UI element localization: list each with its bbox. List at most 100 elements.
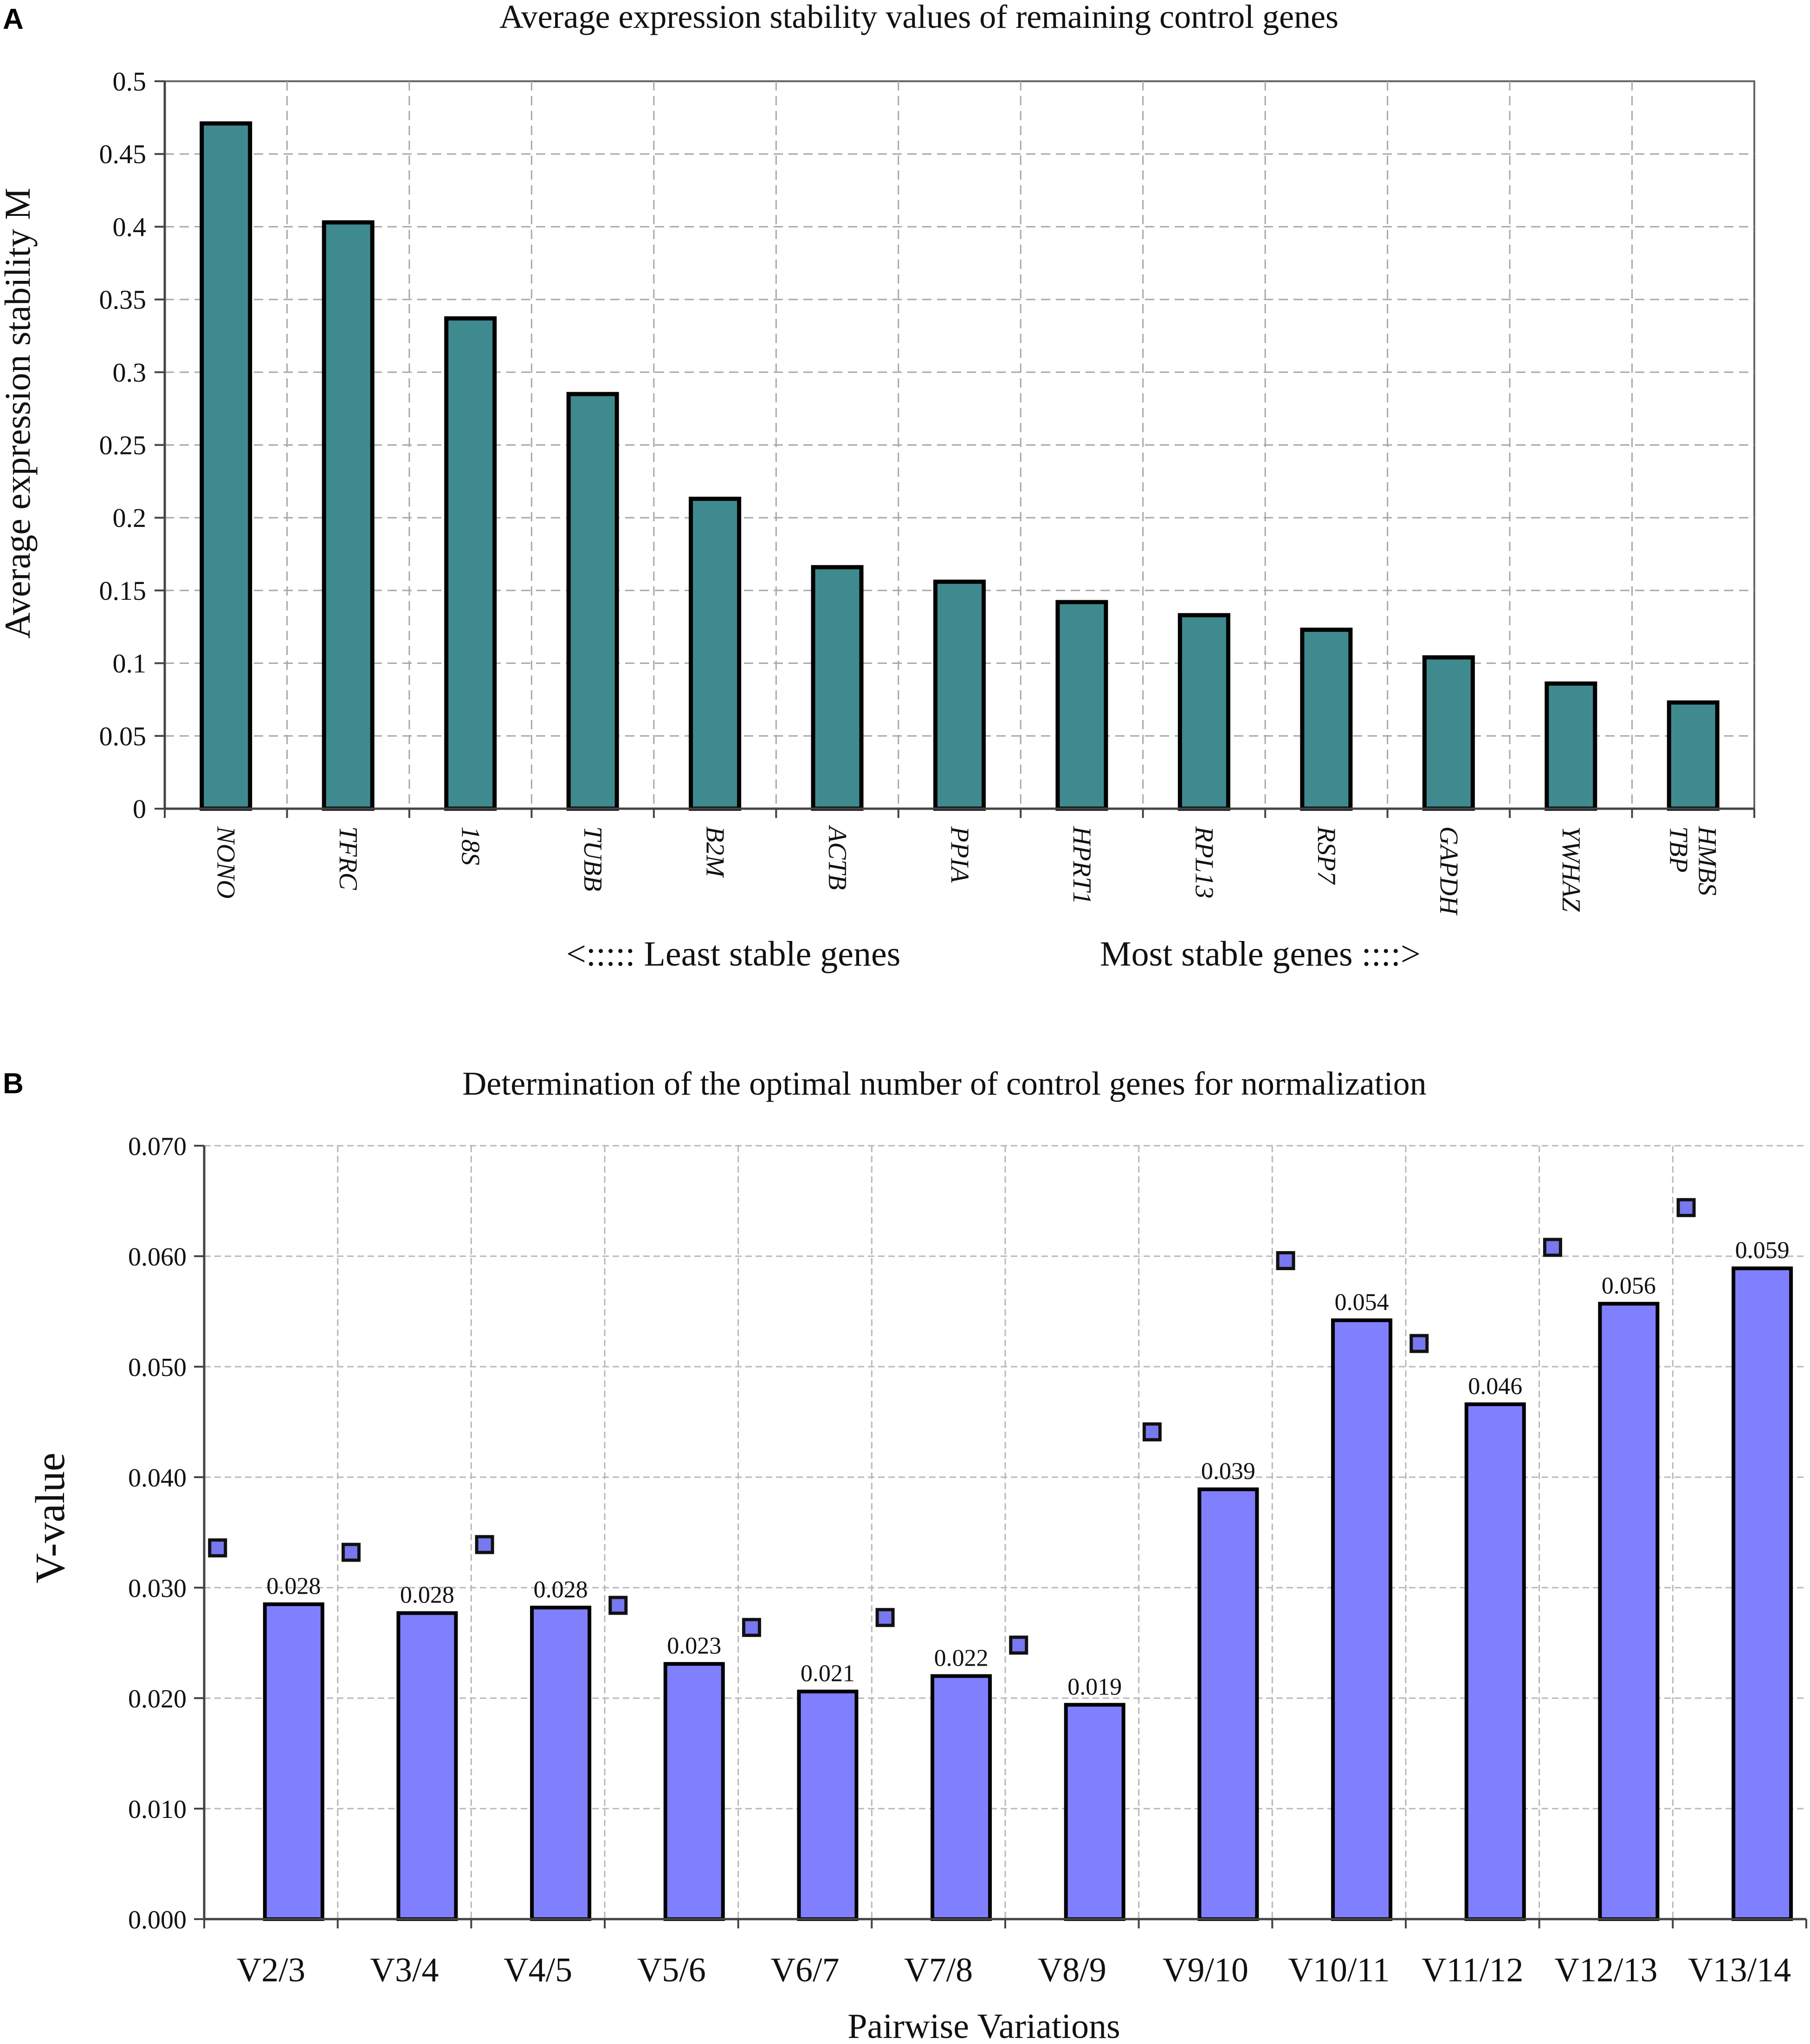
y-tick-label: 0.070 — [128, 1132, 187, 1161]
data-label: 0.056 — [1602, 1272, 1656, 1299]
bar — [1598, 1302, 1660, 1921]
data-label: 0.023 — [667, 1633, 721, 1659]
y-tick-label: 0.1 — [113, 649, 147, 679]
y-tick-label: 0.2 — [113, 503, 147, 533]
x-tick-label-line: 18S — [456, 826, 485, 865]
x-tick-label: V4/5 — [504, 1951, 572, 1989]
data-label: 0.028 — [400, 1582, 454, 1609]
bar — [1197, 1487, 1259, 1921]
y-tick-label: 0.010 — [128, 1795, 187, 1824]
bar — [396, 1611, 458, 1921]
x-tick-label: HPRT1 — [1067, 826, 1096, 904]
bar — [566, 392, 619, 811]
bar — [1055, 600, 1108, 811]
x-tick-label: TUBB — [578, 826, 607, 891]
bar — [811, 565, 864, 811]
y-tick-label: 0.000 — [128, 1906, 187, 1934]
x-tick-label-line: GAPDH — [1434, 826, 1463, 915]
marker-point — [1409, 1334, 1429, 1353]
x-tick-label: YWHAZ — [1557, 826, 1585, 912]
x-tick-label: V7/8 — [904, 1951, 973, 1989]
x-tick-label: PPIA — [945, 826, 974, 883]
y-tick-label: 0.05 — [99, 721, 147, 751]
x-tick-label: RSP7 — [1312, 826, 1341, 885]
y-tick-label: 0.35 — [99, 285, 147, 315]
x-tick-label-line: HMBS — [1693, 826, 1721, 895]
y-tick-label: 0.060 — [128, 1243, 187, 1272]
bar — [444, 316, 497, 811]
data-label: 0.059 — [1735, 1237, 1790, 1264]
chart-b-xlabel: Pairwise Variations — [847, 2007, 1120, 2044]
panel-label-a: A — [3, 3, 24, 35]
x-tick-label: V13/14 — [1688, 1951, 1791, 1989]
bar — [1667, 700, 1720, 811]
bar — [1545, 681, 1597, 811]
x-tick-label-line: TFRC — [334, 826, 362, 890]
marker-point — [742, 1618, 761, 1637]
x-tick-label: V8/9 — [1038, 1951, 1106, 1989]
data-label: 0.039 — [1201, 1458, 1255, 1485]
x-tick-label: V6/7 — [771, 1951, 840, 1989]
bar — [797, 1689, 859, 1921]
x-tick-label: V5/6 — [637, 1951, 706, 1989]
y-tick-label: 0 — [133, 794, 146, 824]
x-tick-label-line: TBP — [1664, 826, 1693, 873]
chart-a-ylabel: Average expression stability M — [0, 188, 38, 638]
marker-point — [475, 1535, 494, 1554]
marker-point — [1543, 1238, 1562, 1257]
chart-a: 0 0.05 0.1 0.15 0.2 0.25 0.3 0.35 0.4 0.45 0.5 NONO… — [99, 66, 1755, 915]
y-tick-label: 0.25 — [99, 430, 147, 461]
y-tick-label: 0.5 — [113, 66, 147, 97]
bar — [1064, 1703, 1125, 1921]
x-tick-label-line: TUBB — [578, 826, 607, 891]
bar — [200, 121, 252, 811]
bar — [1422, 655, 1475, 811]
y-tick-label: 0.45 — [99, 139, 147, 169]
y-tick-label: 0.020 — [128, 1685, 187, 1713]
marker-point — [1142, 1422, 1162, 1441]
x-tick-label: V10/11 — [1288, 1951, 1390, 1989]
marker-point — [1276, 1251, 1295, 1271]
data-label: 0.054 — [1335, 1289, 1389, 1316]
y-tick-label: 0.030 — [128, 1574, 187, 1603]
y-tick-label: 0.040 — [128, 1464, 187, 1492]
bar — [530, 1605, 592, 1921]
chart-b: 0.000 0.010 0.020 0.030 0.040 0.050 0.060 0.070… — [128, 1132, 1807, 1989]
bar — [1464, 1402, 1526, 1921]
data-label: 0.028 — [534, 1577, 588, 1603]
marker-point — [341, 1543, 361, 1562]
x-tick-label-line: YWHAZ — [1557, 826, 1585, 912]
chart-b-title: Determination of the optimal number of c… — [462, 1065, 1426, 1102]
bar — [933, 579, 986, 811]
bar — [263, 1602, 324, 1921]
y-tick-label: 0.050 — [128, 1353, 187, 1382]
y-tick-label: 0.4 — [113, 212, 147, 242]
bar — [689, 496, 742, 811]
chart-b-ylabel: V-value — [27, 1453, 73, 1583]
bar — [931, 1674, 992, 1921]
x-tick-label: V9/10 — [1163, 1951, 1248, 1989]
x-tick-label: RPL13 — [1189, 826, 1218, 899]
marker-point — [875, 1608, 895, 1627]
bar — [1300, 628, 1353, 811]
chart-a-xlabel-right: Most stable genes ::::> — [1100, 934, 1421, 973]
marker-point — [608, 1596, 628, 1615]
x-tick-label: V11/12 — [1422, 1951, 1523, 1989]
panel-label-b: B — [3, 1068, 24, 1100]
data-label: 0.019 — [1067, 1674, 1122, 1700]
x-tick-label-line: NONO — [212, 826, 240, 899]
x-tick-label: GAPDH — [1434, 826, 1463, 915]
x-tick-label: 18S — [456, 826, 485, 865]
data-label: 0.046 — [1468, 1373, 1522, 1400]
x-tick-label: HMBSTBP — [1664, 826, 1721, 895]
marker-point — [208, 1538, 227, 1557]
marker-point — [1676, 1198, 1696, 1217]
x-tick-label: V3/4 — [370, 1951, 439, 1989]
bar — [322, 220, 375, 811]
data-label: 0.028 — [266, 1573, 321, 1600]
marker-point — [1009, 1635, 1028, 1655]
y-tick-label: 0.15 — [99, 576, 147, 606]
chart-a-title: Average expression stability values of r… — [499, 0, 1338, 35]
x-tick-label-line: RSP7 — [1312, 826, 1341, 885]
